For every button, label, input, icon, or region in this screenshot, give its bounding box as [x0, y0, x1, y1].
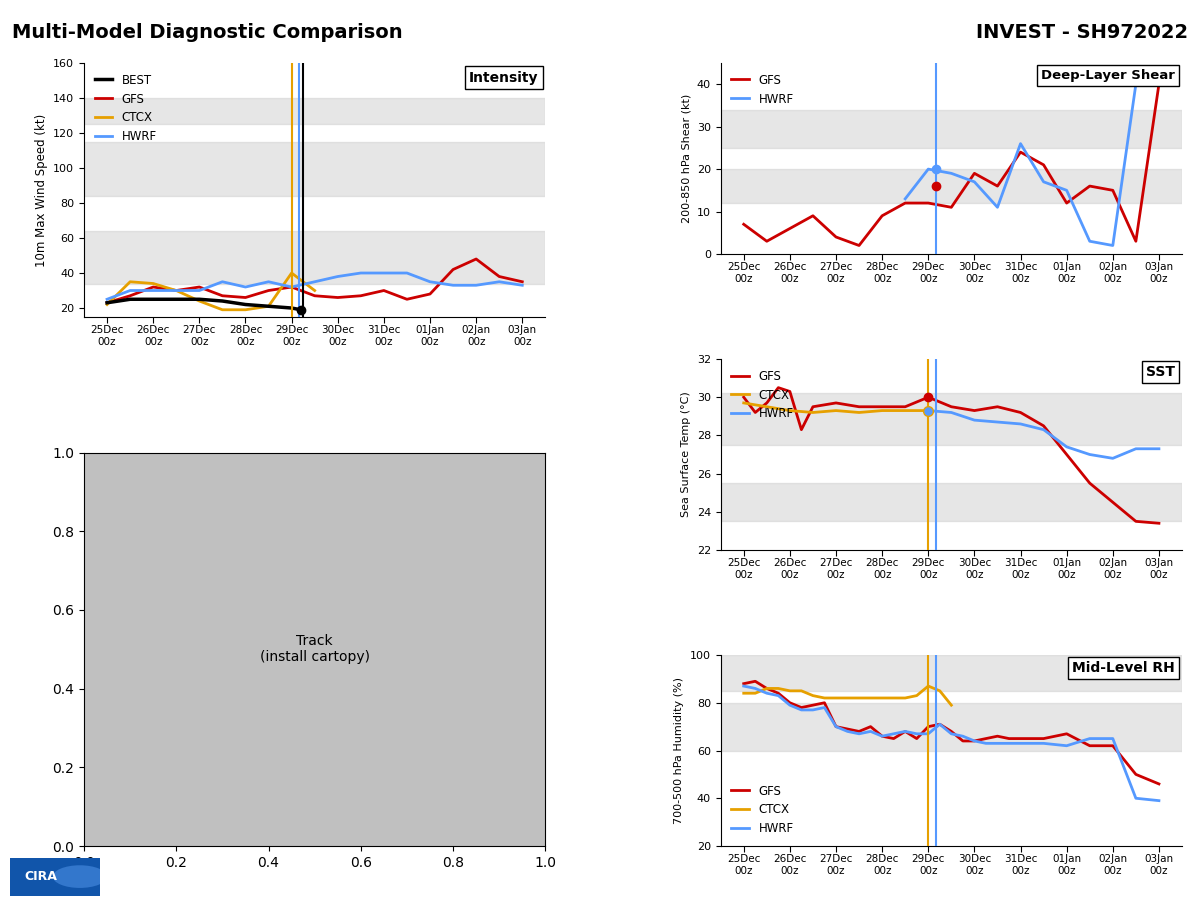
Bar — [84, 142, 545, 196]
Text: CIRA: CIRA — [25, 870, 58, 883]
Bar — [84, 98, 545, 124]
Bar — [84, 231, 545, 284]
Bar — [721, 393, 1182, 445]
Y-axis label: 10m Max Wind Speed (kt): 10m Max Wind Speed (kt) — [35, 113, 48, 266]
Text: Multi-Model Diagnostic Comparison: Multi-Model Diagnostic Comparison — [12, 22, 403, 41]
Text: Track
(install cartopy): Track (install cartopy) — [259, 634, 370, 664]
Text: Intensity: Intensity — [469, 70, 539, 85]
Text: Mid-Level RH: Mid-Level RH — [1073, 661, 1175, 675]
Text: SST: SST — [1146, 364, 1175, 379]
Bar — [721, 703, 1182, 751]
Legend: BEST, GFS, CTCX, HWRF: BEST, GFS, CTCX, HWRF — [90, 69, 162, 148]
Text: INVEST - SH972022: INVEST - SH972022 — [976, 22, 1188, 41]
Circle shape — [53, 865, 107, 888]
Legend: GFS, CTCX, HWRF: GFS, CTCX, HWRF — [726, 779, 798, 840]
Legend: GFS, HWRF: GFS, HWRF — [726, 69, 798, 111]
Y-axis label: 200-850 hPa Shear (kt): 200-850 hPa Shear (kt) — [682, 94, 691, 223]
Bar — [721, 110, 1182, 148]
Y-axis label: 700-500 hPa Humidity (%): 700-500 hPa Humidity (%) — [674, 677, 684, 824]
Text: Deep-Layer Shear: Deep-Layer Shear — [1042, 68, 1175, 82]
Bar — [721, 483, 1182, 521]
Legend: GFS, CTCX, HWRF: GFS, CTCX, HWRF — [726, 364, 798, 425]
Bar — [721, 655, 1182, 691]
Y-axis label: Sea Surface Temp (°C): Sea Surface Temp (°C) — [682, 392, 691, 518]
Bar — [721, 169, 1182, 203]
